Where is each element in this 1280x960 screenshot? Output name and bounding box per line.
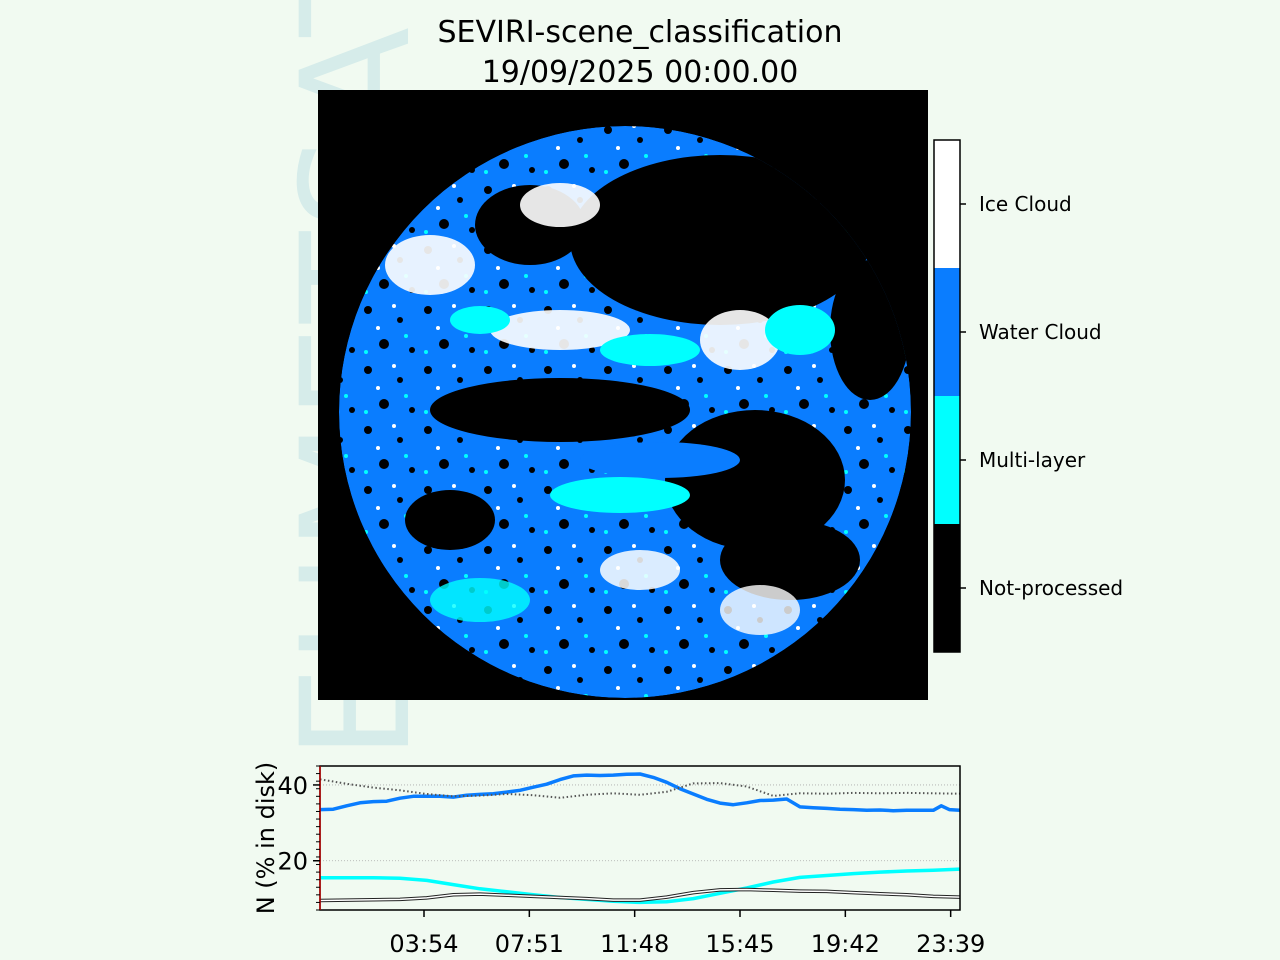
colorbar-label-ice-cloud: Ice Cloud [979, 192, 1072, 216]
series-line-ice [319, 888, 961, 902]
series-group [319, 772, 961, 905]
x-tick-label: 23:39 [916, 930, 985, 958]
y-tick-label: 20 [277, 848, 308, 876]
colorbar: Ice Cloud Water Cloud Multi-layer Not-pr… [933, 139, 1123, 653]
series-line-multi [320, 867, 961, 905]
colorbar-label-water-cloud: Water Cloud [979, 320, 1102, 344]
earth-disk [339, 126, 911, 698]
chart-timestamp: 19/09/2025 00:00.00 [481, 55, 799, 90]
x-tick-label: 07:51 [495, 930, 564, 958]
colorbar-label-multi-layer: Multi-layer [979, 448, 1086, 472]
x-ticks: 03:54 07:51 11:48 15:45 19:42 23:39 [389, 910, 985, 958]
x-tick-label: 11:48 [600, 930, 669, 958]
colorbar-segment-not-processed [934, 524, 960, 652]
colorbar-frame [933, 139, 961, 653]
y-axis-label: N (% in disk) [252, 762, 280, 915]
x-tick-label: 15:45 [705, 930, 774, 958]
colorbar-segment-ice-cloud [934, 140, 960, 268]
x-tick-label: 03:54 [389, 930, 458, 958]
colorbar-segment-multi-layer [934, 396, 960, 524]
y-tick-label: 40 [277, 772, 308, 800]
plot-frame [319, 765, 961, 911]
colorbar-label-not-processed: Not-processed [979, 576, 1123, 600]
chart-title: SEVIRI-scene_classification [437, 15, 843, 50]
colorbar-segment-water-cloud [934, 268, 960, 396]
series-line-water [319, 772, 961, 813]
x-tick-label: 19:42 [811, 930, 880, 958]
